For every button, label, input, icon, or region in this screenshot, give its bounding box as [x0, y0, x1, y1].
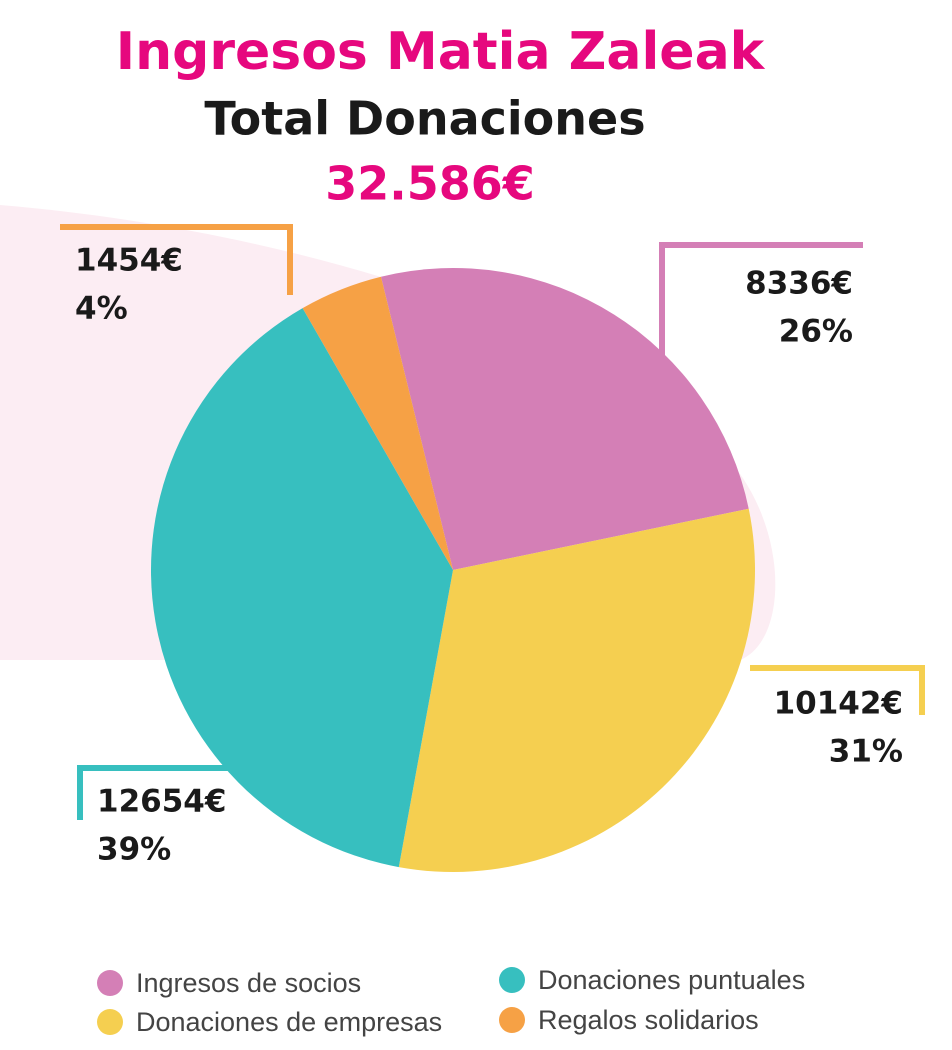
- leader-line: [60, 224, 293, 295]
- legend-swatch: [97, 970, 123, 996]
- leader-line: [77, 765, 260, 820]
- value-label: 10142€: [774, 686, 903, 722]
- pie-slice: [151, 308, 454, 868]
- leader-line: [659, 242, 863, 360]
- pie-slice: [398, 508, 755, 872]
- legend-swatch: [499, 967, 525, 993]
- value-label: 1454€: [75, 243, 183, 279]
- leader-line: [750, 665, 925, 715]
- pie-slice: [302, 276, 453, 570]
- total-label: 32.586€: [325, 157, 535, 211]
- percentage-label: 4%: [75, 291, 128, 327]
- value-label: 8336€: [745, 266, 853, 302]
- legend-swatch: [499, 1007, 525, 1033]
- percentage-label: 26%: [779, 314, 853, 350]
- chart-title: Ingresos Matia Zaleak: [116, 22, 766, 82]
- value-label: 12654€: [97, 784, 226, 820]
- percentage-label: 31%: [829, 734, 903, 770]
- percentage-label: 39%: [97, 832, 171, 868]
- legend-label: Ingresos de socios: [136, 968, 361, 998]
- legend-label: Regalos solidarios: [538, 1005, 759, 1035]
- legend-swatch: [97, 1009, 123, 1035]
- legend-label: Donaciones de empresas: [136, 1007, 442, 1037]
- legend-label: Donaciones puntuales: [538, 965, 805, 995]
- chart-subtitle: Total Donaciones: [204, 92, 645, 146]
- pie-slice: [380, 268, 749, 570]
